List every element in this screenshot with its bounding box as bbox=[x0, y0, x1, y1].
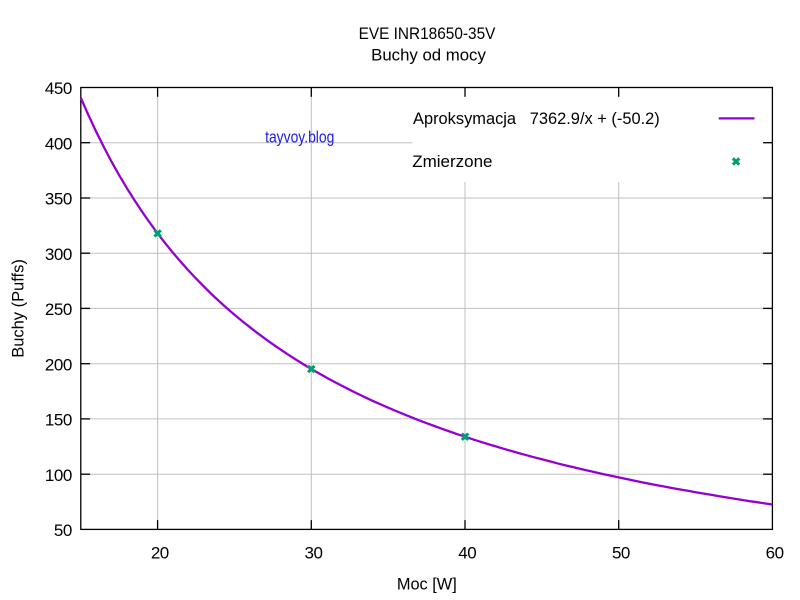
svg-text:50: 50 bbox=[612, 543, 630, 562]
svg-text:400: 400 bbox=[45, 134, 72, 153]
svg-text:EVE INR18650-35V: EVE INR18650-35V bbox=[359, 24, 496, 43]
svg-text:Moc [W]: Moc [W] bbox=[397, 574, 457, 593]
svg-text:20: 20 bbox=[151, 543, 169, 562]
svg-text:50: 50 bbox=[54, 521, 72, 540]
svg-text:Buchy od mocy: Buchy od mocy bbox=[371, 46, 486, 65]
svg-text:60: 60 bbox=[766, 543, 784, 562]
svg-text:tayvoy.blog: tayvoy.blog bbox=[265, 128, 334, 147]
svg-text:250: 250 bbox=[45, 300, 72, 319]
svg-text:150: 150 bbox=[45, 411, 72, 430]
svg-text:30: 30 bbox=[305, 543, 323, 562]
svg-text:100: 100 bbox=[45, 466, 72, 485]
svg-text:300: 300 bbox=[45, 245, 72, 264]
svg-text:350: 350 bbox=[45, 190, 72, 209]
svg-text:Buchy (Puffs): Buchy (Puffs) bbox=[8, 259, 27, 358]
svg-text:450: 450 bbox=[45, 79, 72, 98]
svg-text:Aproksymacja 7362.9/x + (-50: Aproksymacja 7362.9/x + (-50.2) bbox=[413, 109, 660, 128]
svg-text:200: 200 bbox=[45, 355, 72, 374]
svg-text:Zmierzone: Zmierzone bbox=[412, 152, 492, 171]
svg-text:40: 40 bbox=[458, 543, 476, 562]
